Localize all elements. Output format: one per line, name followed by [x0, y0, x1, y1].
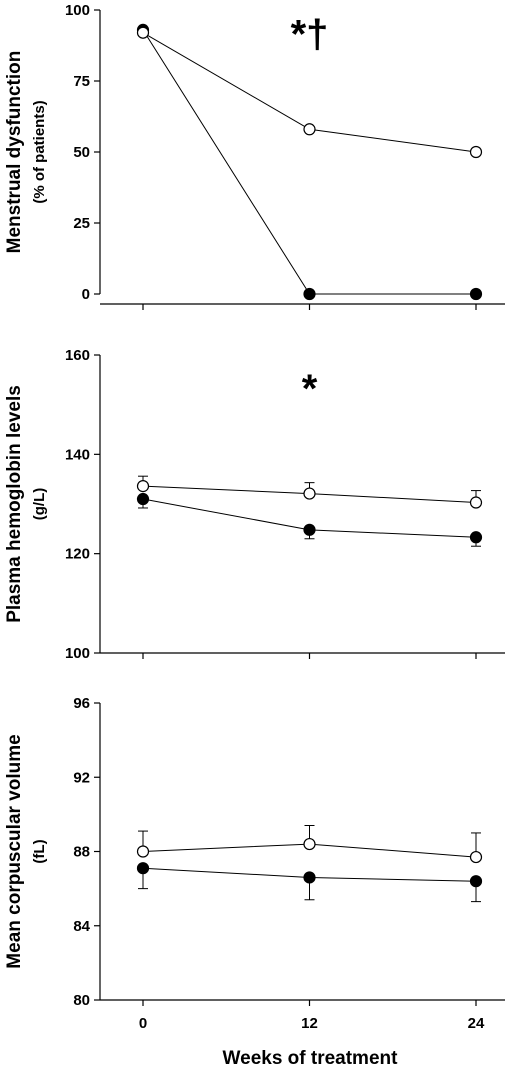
y-tick-label: 100: [65, 645, 90, 662]
data-point-open: [303, 123, 316, 136]
y-axis-title: Mean corpuscular volume: [4, 734, 25, 968]
y-tick-label: 80: [73, 992, 90, 1009]
y-tick-label: 50: [73, 144, 90, 161]
y-axis-title: Plasma hemoglobin levels: [4, 385, 25, 623]
data-point-filled: [469, 531, 483, 544]
y-tick-label: 160: [65, 347, 90, 364]
x-axis-title: Weeks of treatment: [223, 1048, 399, 1069]
significance-annotation: *: [302, 367, 318, 411]
y-tick-label: 25: [73, 215, 90, 232]
data-point-open: [136, 845, 150, 858]
data-point-filled: [136, 862, 150, 875]
y-tick-label: 92: [73, 769, 90, 786]
data-point-open: [469, 850, 483, 864]
x-tick-label: 24: [468, 1015, 485, 1032]
y-tick-label: 96: [73, 695, 90, 712]
y-axis-subtitle: (g/L): [31, 488, 48, 520]
y-tick-label: 100: [65, 2, 90, 19]
x-tick-label: 0: [139, 1015, 147, 1032]
data-point-filled: [469, 287, 483, 301]
data-point-open: [136, 480, 150, 493]
y-axis-subtitle: (fL): [31, 839, 48, 863]
data-point-filled: [136, 492, 150, 506]
y-tick-label: 120: [65, 546, 90, 563]
data-point-open: [469, 145, 483, 159]
data-point-filled: [303, 523, 316, 536]
y-tick-label: 140: [65, 446, 90, 463]
data-point-filled: [303, 871, 316, 884]
data-point-open: [303, 837, 316, 851]
data-point-filled: [303, 287, 316, 301]
y-tick-label: 0: [82, 286, 90, 303]
y-axis-title: Menstrual dysfunction: [4, 51, 25, 254]
data-point-open: [136, 26, 150, 39]
y-tick-label: 84: [73, 918, 90, 935]
x-tick-label: 12: [301, 1015, 318, 1032]
data-point-filled: [469, 875, 483, 888]
y-tick-label: 88: [73, 844, 90, 861]
data-point-open: [469, 496, 483, 509]
series-line: [142, 29, 476, 295]
y-tick-label: 75: [73, 73, 90, 90]
significance-annotation: *†: [291, 13, 329, 57]
y-axis-subtitle: (% of patients): [31, 100, 48, 203]
data-point-open: [303, 487, 316, 500]
